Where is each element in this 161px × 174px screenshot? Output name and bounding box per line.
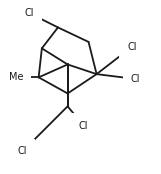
Text: Me: Me xyxy=(9,72,23,82)
Text: Cl: Cl xyxy=(127,42,137,52)
Text: Cl: Cl xyxy=(24,8,34,18)
Text: Cl: Cl xyxy=(79,121,89,131)
Text: Cl: Cl xyxy=(130,74,140,84)
Text: Cl: Cl xyxy=(18,146,27,156)
